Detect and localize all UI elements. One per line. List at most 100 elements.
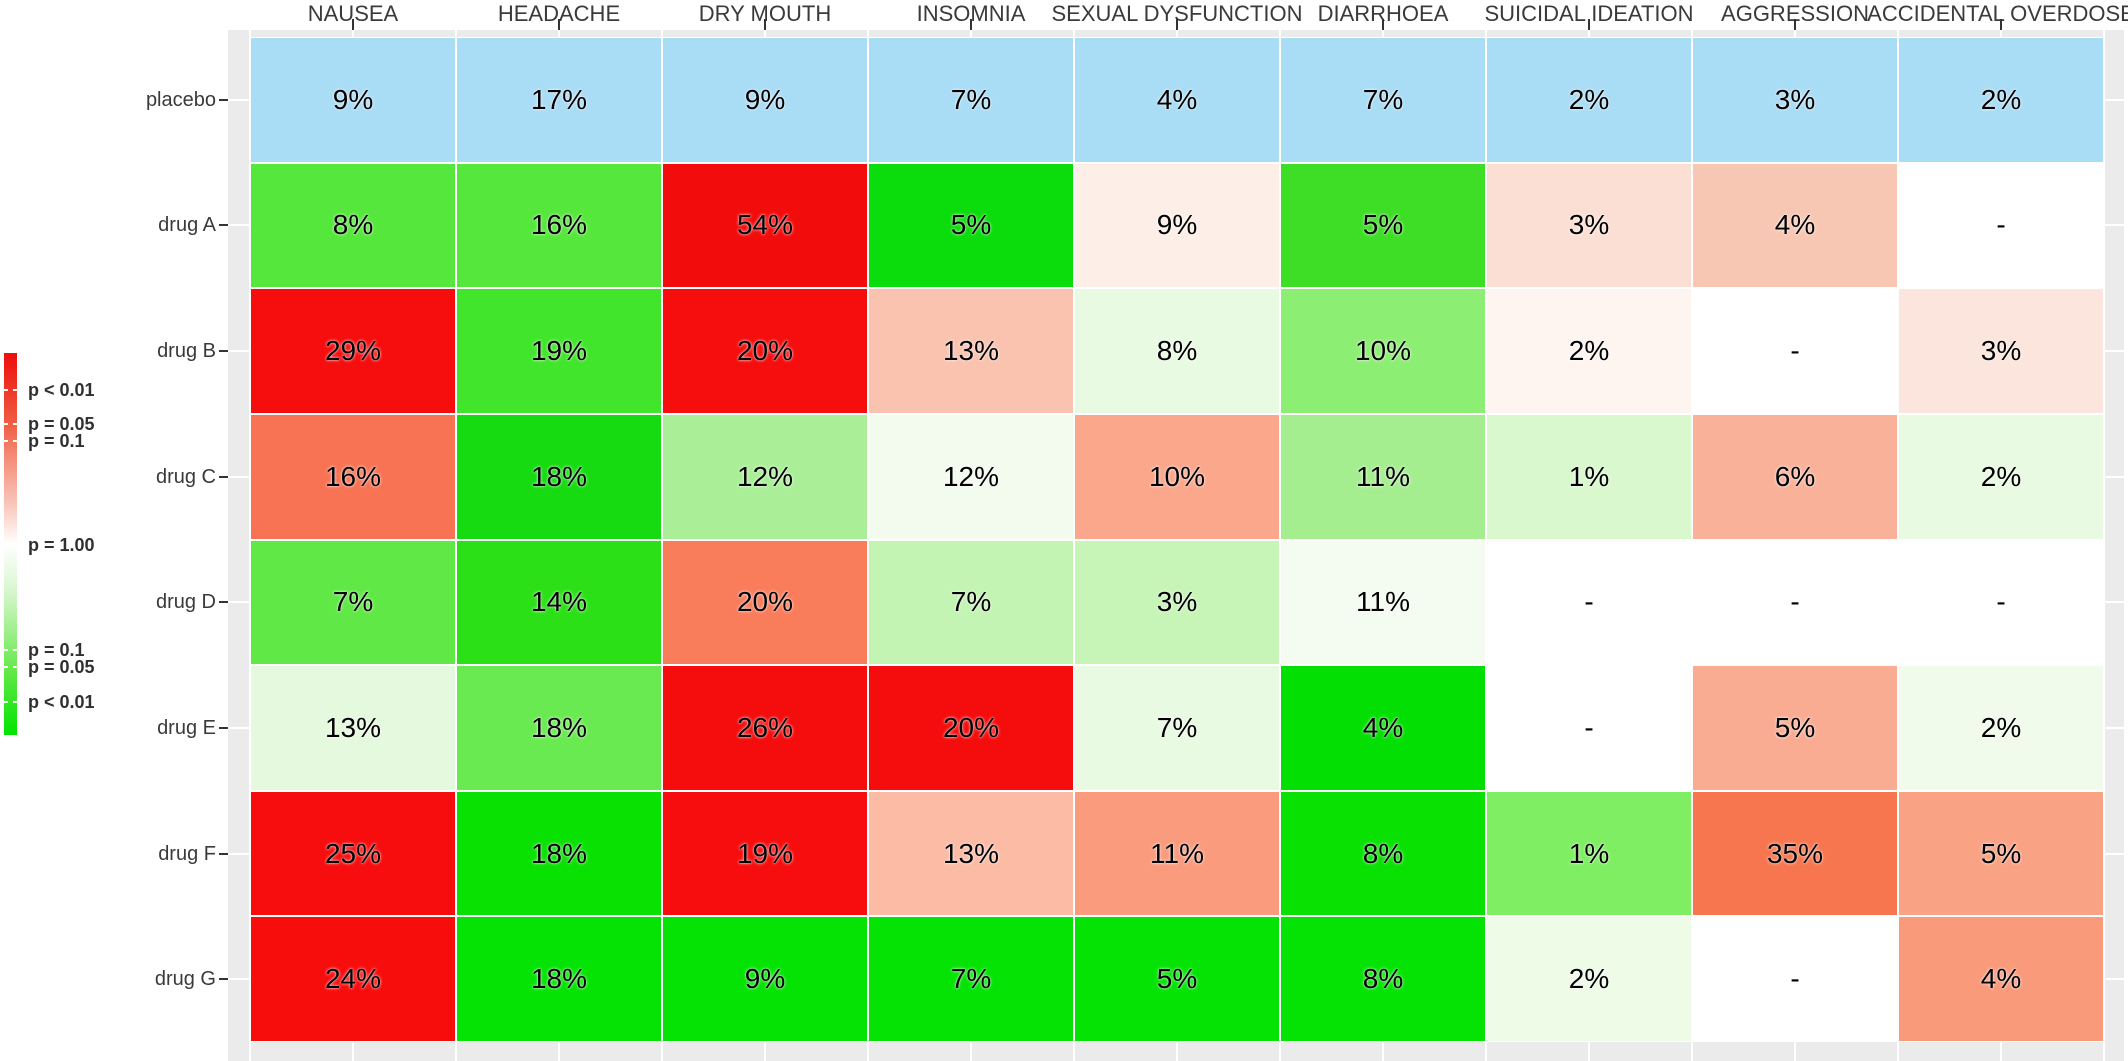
heatmap-cell: 13% [250,665,456,791]
heatmap-cell: 12% [868,413,1074,540]
legend-label: p = 0.1 [28,430,85,451]
row-axis-tick [219,224,228,227]
legend-label: p < 0.01 [28,691,95,712]
heatmap-cell: 2% [1486,37,1692,163]
row-label: placebo [145,88,216,111]
heatmap-cell: - [1486,539,1692,666]
legend-tick [4,700,8,703]
heatmap-cell: 14% [456,539,662,666]
heatmap-cell: 3% [1898,288,2104,414]
legend-tick [4,389,8,392]
heatmap-cell: 20% [662,288,868,414]
column-axis-tick [1794,19,1796,30]
heatmap-cell: 4% [1280,665,1486,791]
heatmap-cell: 4% [1692,162,1898,289]
heatmap-cell: 5% [1074,916,1280,1042]
row-label: drug G [154,968,216,991]
row-axis-tick [219,978,228,981]
heatmap-cell: 10% [1074,413,1280,540]
legend-tick [13,666,17,668]
row-axis-tick [219,601,228,604]
heatmap-cell: 7% [250,539,456,666]
heatmap-cell: 5% [1692,665,1898,791]
row-axis-tick [219,852,228,855]
row-label: drug E [157,716,216,739]
heatmap-cell: 2% [1898,37,2104,163]
column-axis-tick [1588,19,1590,30]
legend-label: p = 0.05 [28,414,95,435]
legend-tick [13,439,17,442]
column-axis-tick [352,19,354,30]
column-axis-tick [970,19,972,30]
row-axis-tick [219,475,228,478]
heatmap-cell: 54% [662,162,868,289]
legend-label: p < 0.01 [28,380,95,401]
row-label: drug F [158,842,216,865]
heatmap-cell: 5% [1280,162,1486,289]
legend-tick [13,648,17,651]
heatmap-cell: 18% [456,916,662,1042]
heatmap-cell: 6% [1692,413,1898,540]
heatmap-cell: 7% [868,916,1074,1042]
heatmap-cell: 1% [1486,790,1692,917]
heatmap-cell: 29% [250,288,456,414]
column-axis-tick [1176,19,1178,30]
row-axis-tick [219,350,228,353]
legend-tick [13,389,17,392]
heatmap-cell: 20% [868,665,1074,791]
legend-tick [4,543,8,546]
heatmap-cell: 19% [662,790,868,917]
heatmap-cell: 10% [1280,288,1486,414]
heatmap-cell: 9% [662,37,868,163]
column-axis-tick [1382,19,1384,30]
heatmap-cell: 3% [1692,37,1898,163]
heatmap-cell: 1% [1486,413,1692,540]
heatmap-cell: 4% [1074,37,1280,163]
heatmap-cell: - [1898,162,2104,289]
heatmap-cell: 35% [1692,790,1898,917]
legend-label: p = 0.05 [28,657,95,677]
heatmap-cell: 16% [250,413,456,540]
heatmap-cell: 20% [662,539,868,666]
heatmap-cell: 18% [456,413,662,540]
legend-tick [4,666,8,668]
heatmap-cell: 7% [1280,37,1486,163]
heatmap-cell: 25% [250,790,456,917]
heatmap-cell: 2% [1486,288,1692,414]
row-label: drug A [158,214,216,237]
heatmap-cell: 11% [1074,790,1280,917]
legend-tick [4,648,8,651]
legend-label: p = 1.00 [28,534,95,555]
heatmap-cell: - [1692,916,1898,1042]
legend-tick [13,700,17,703]
heatmap-cell: 4% [1898,916,2104,1042]
heatmap-cell: 2% [1486,916,1692,1042]
heatmap-cell: 9% [250,37,456,163]
heatmap-cell: 12% [662,413,868,540]
heatmap-cell: 13% [868,288,1074,414]
legend-gradient-bar [4,353,17,735]
heatmap-cell: 7% [868,37,1074,163]
heatmap-cell: 3% [1074,539,1280,666]
heatmap-cell: - [1898,539,2104,666]
row-axis-tick [219,726,228,729]
heatmap-cell: 5% [868,162,1074,289]
legend-tick [13,423,17,426]
heatmap-cell: 24% [250,916,456,1042]
heatmap-cell: - [1692,539,1898,666]
heatmap-cell: 16% [456,162,662,289]
heatmap-cell: 9% [1074,162,1280,289]
heatmap-cell: 8% [1074,288,1280,414]
heatmap-cell: 8% [1280,916,1486,1042]
row-label: drug D [155,591,216,614]
heatmap-cell: 8% [1280,790,1486,917]
heatmap-cell: 8% [250,162,456,289]
heatmap-cell: 11% [1280,539,1486,666]
column-axis-tick [2000,19,2002,30]
legend-label: p = 0.1 [28,639,85,660]
legend-tick [4,423,8,426]
heatmap-cell: 19% [456,288,662,414]
row-label: drug B [157,340,216,363]
